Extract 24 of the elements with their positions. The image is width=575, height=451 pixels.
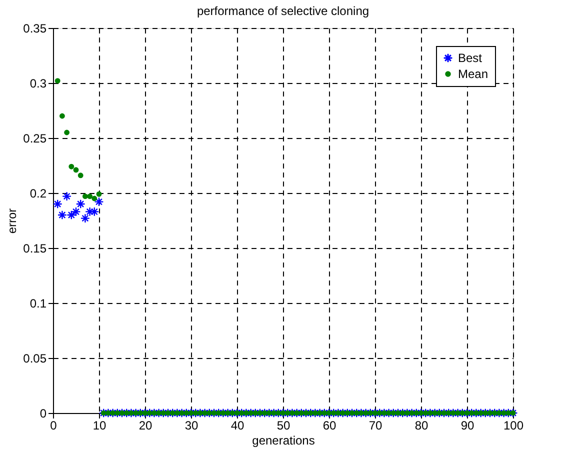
x-tick-label: 40 xyxy=(230,418,244,432)
x-tick-label: 10 xyxy=(92,418,106,432)
x-tick-label: 30 xyxy=(184,418,198,432)
y-tick-label: 0.2 xyxy=(30,186,47,200)
y-tick-label: 0.15 xyxy=(23,242,47,256)
x-axis-title: generations xyxy=(252,434,315,448)
x-tick-label: 70 xyxy=(368,418,382,432)
y-tick-label: 0.25 xyxy=(23,132,47,146)
y-tick-label: 0 xyxy=(40,406,47,420)
y-tick-label: 0.35 xyxy=(23,22,47,36)
y-tick-label: 0.3 xyxy=(30,76,47,90)
y-tick-label: 0.05 xyxy=(23,352,47,366)
x-tick-label: 90 xyxy=(460,418,474,432)
x-tick-label: 50 xyxy=(276,418,290,432)
y-axis-title: error xyxy=(5,208,20,234)
x-tick-label: 80 xyxy=(414,418,428,432)
x-tick-label: 0 xyxy=(50,418,58,432)
x-tick-label: 60 xyxy=(322,418,336,432)
chart-title: performance of selective cloning xyxy=(196,4,370,18)
x-tick-label: 100 xyxy=(503,418,524,432)
y-tick-label: 0.1 xyxy=(30,296,47,310)
legend-label: Mean xyxy=(458,67,488,81)
legend-label: Best xyxy=(458,51,483,65)
x-tick-label: 20 xyxy=(138,418,152,432)
